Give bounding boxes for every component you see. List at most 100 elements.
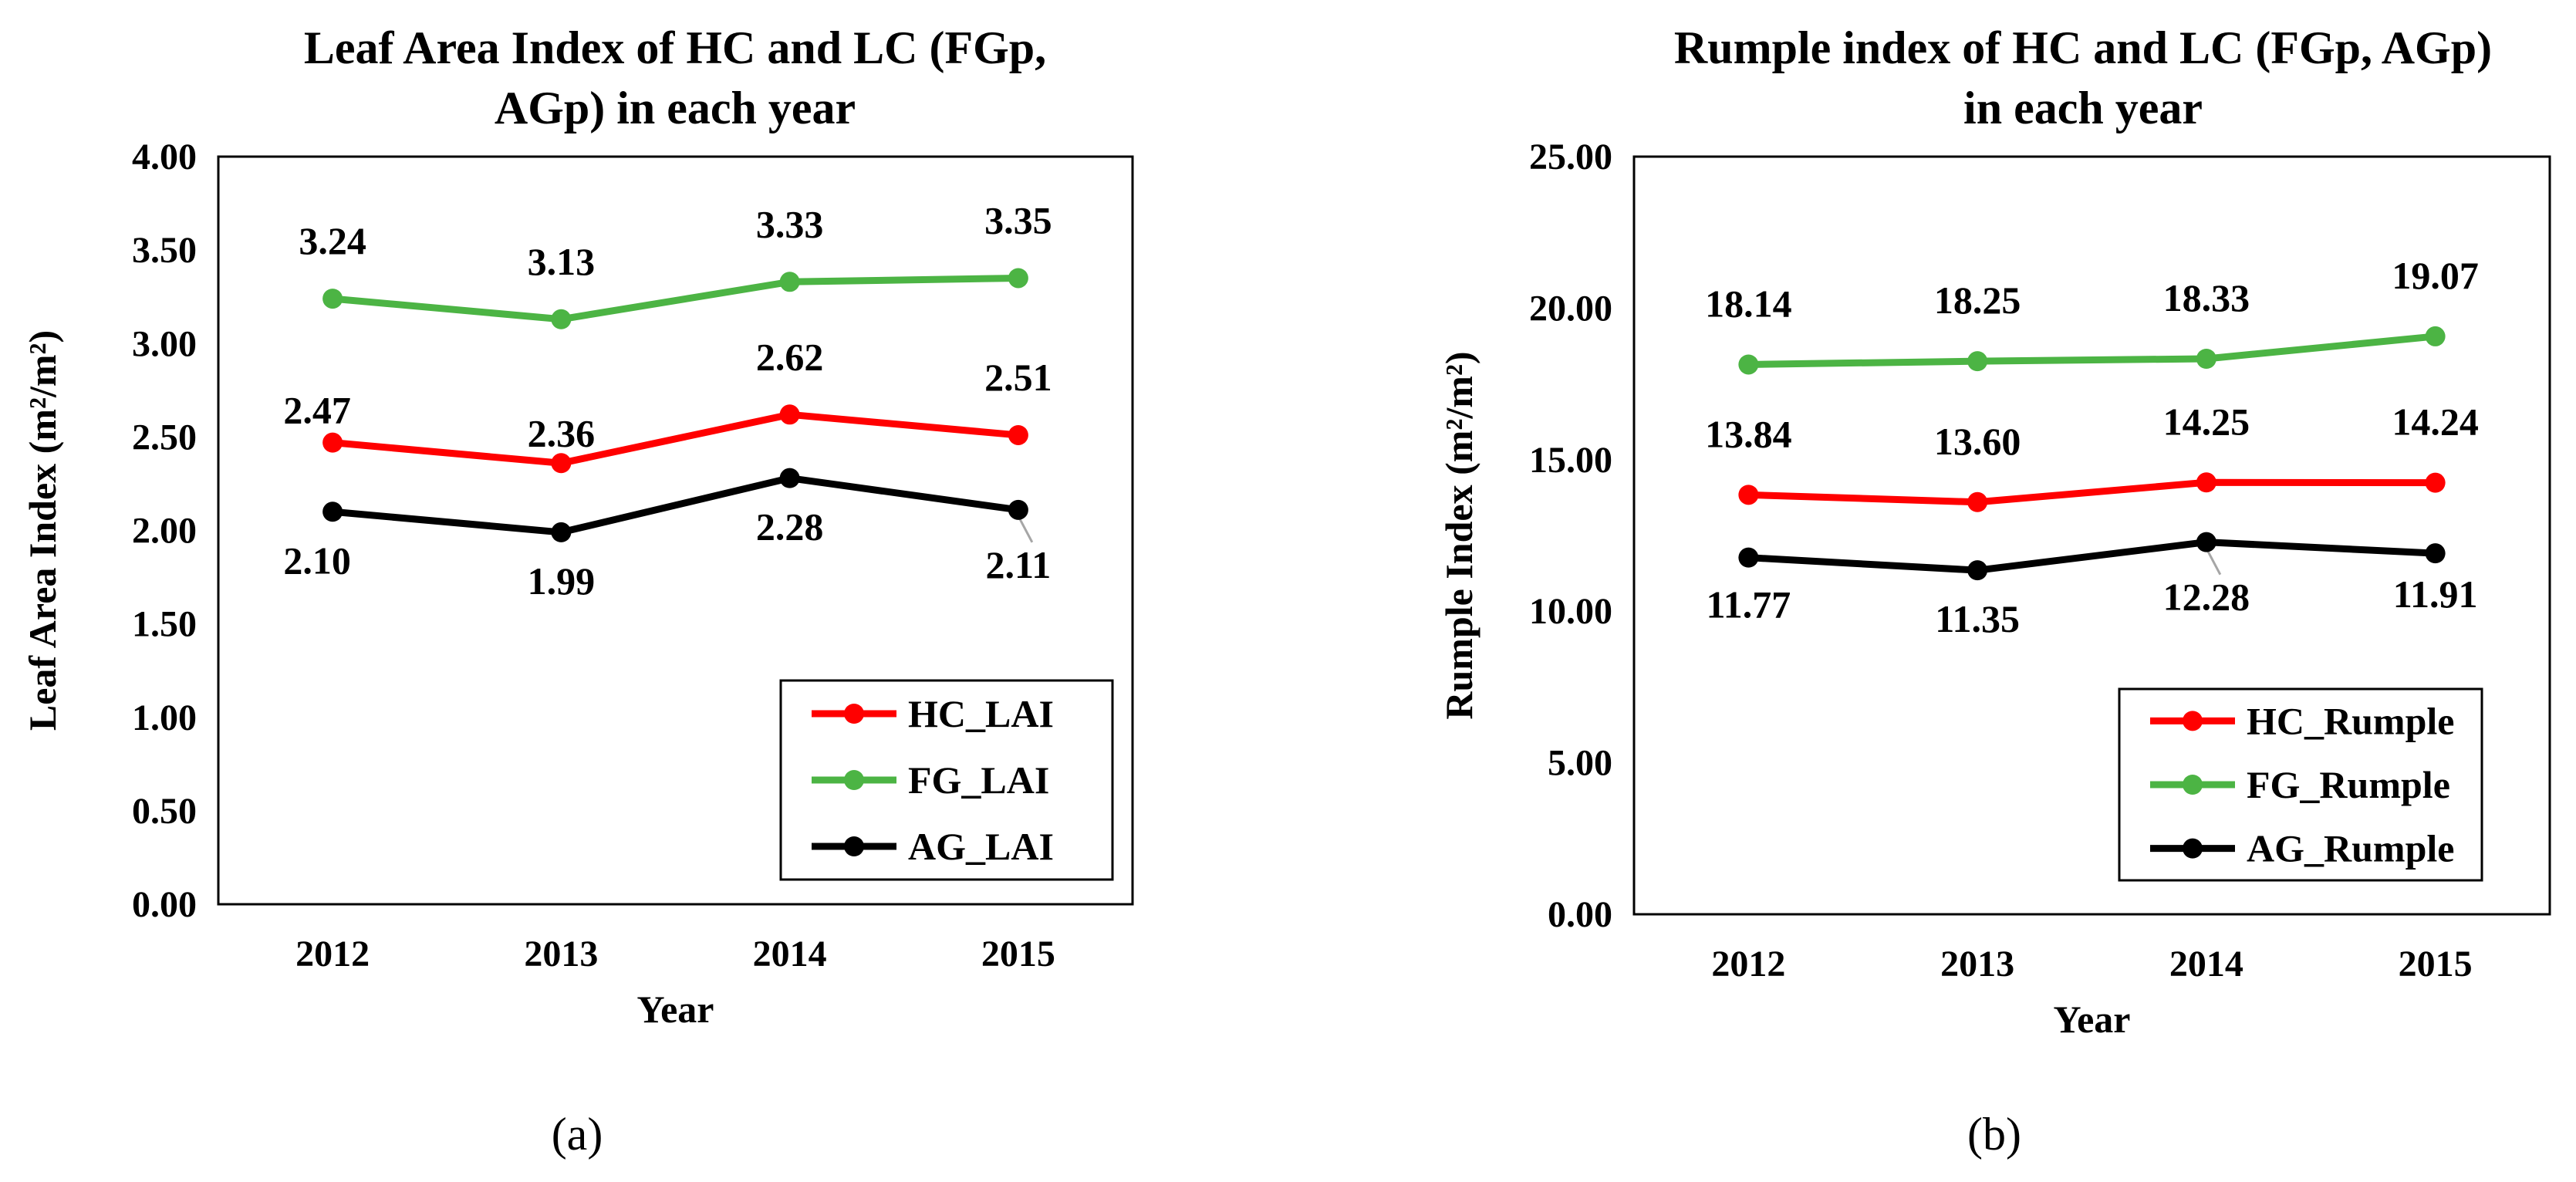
y-tick-label: 3.00: [132, 323, 197, 364]
chart-title-line-1: Leaf Area Index of HC and LC (FGp,: [304, 22, 1046, 73]
chart-title-line-1: Rumple index of HC and LC (FGp, AGp): [1674, 22, 2492, 73]
chart-b-rumple-index: Rumple index of HC and LC (FGp, AGp) in e…: [1437, 22, 2551, 1160]
data-label-hc-rumple-2015: 14.24: [2392, 400, 2479, 444]
data-point-ag-rumple-2014: [2196, 532, 2216, 552]
data-label-hc-lai-2015: 2.51: [984, 356, 1052, 399]
legend-swatch-marker-hc-rumple: [2183, 711, 2203, 731]
chart-title-line-2: in each year: [1963, 83, 2203, 133]
y-tick-label: 0.00: [1548, 894, 1612, 935]
data-label-ag-rumple-2012: 11.77: [1707, 583, 1791, 626]
legend-label-hc-lai: HC_LAI: [908, 692, 1054, 735]
data-label-hc-rumple-2013: 13.60: [1934, 420, 2021, 463]
chart-title-line-2: AGp) in each year: [495, 83, 856, 133]
y-tick-label: 15.00: [1529, 440, 1612, 481]
data-point-fg-rumple-2014: [2196, 348, 2216, 369]
data-point-fg-lai-2013: [551, 309, 572, 329]
data-label-ag-rumple-2015: 11.91: [2393, 572, 2478, 616]
data-point-hc-rumple-2013: [1967, 491, 1988, 512]
data-label-ag-lai-2015: 2.11: [986, 543, 1052, 586]
y-tick-label: 0.00: [132, 884, 197, 925]
plot-area-border: [1632, 155, 2551, 916]
y-axis-label: Rumple Index (m²/m²): [1437, 351, 1480, 719]
y-tick-label: 20.00: [1529, 288, 1612, 329]
x-tick-label-2013: 2013: [524, 934, 598, 974]
legend: HC_LAI FG_LAI AG_LAI: [779, 679, 1114, 881]
data-label-leader-line: [2205, 547, 2222, 576]
x-axis-label: Year: [2054, 998, 2131, 1041]
series-line-fg-rumple: [1748, 333, 2436, 368]
data-point-fg-rumple-2013: [1967, 351, 1988, 372]
data-point-ag-lai-2014: [779, 468, 800, 488]
legend: HC_Rumple FG_Rumple AG_Rumple: [2118, 687, 2483, 882]
legend-swatch-marker-ag-lai: [844, 836, 864, 856]
data-label-hc-rumple-2014: 14.25: [2163, 400, 2250, 443]
x-tick-label-2015: 2015: [2399, 944, 2473, 984]
data-label-fg-lai-2012: 3.24: [299, 219, 366, 262]
data-label-leader-line: [1017, 515, 1034, 543]
data-point-fg-lai-2015: [1008, 268, 1028, 289]
legend-swatch-marker-fg-lai: [844, 770, 864, 790]
data-point-hc-lai-2014: [779, 404, 800, 425]
data-point-fg-rumple-2015: [2425, 326, 2446, 346]
legend-label-ag-lai: AG_LAI: [908, 825, 1054, 868]
data-point-ag-rumple-2013: [1967, 560, 1988, 581]
y-tick-label: 3.50: [132, 230, 197, 271]
x-tick-label-2015: 2015: [981, 934, 1055, 974]
data-label-ag-rumple-2013: 11.35: [1935, 597, 2020, 640]
data-point-fg-rumple-2012: [1738, 354, 1759, 375]
data-label-ag-rumple-2014: 12.28: [2163, 576, 2250, 619]
x-tick-label-2012: 2012: [1711, 944, 1785, 984]
data-point-hc-rumple-2015: [2425, 472, 2446, 493]
legend-label-fg-rumple: FG_Rumple: [2247, 763, 2450, 806]
data-point-hc-lai-2013: [551, 453, 572, 474]
subfigure-caption: (b): [1967, 1109, 2021, 1160]
data-label-fg-lai-2015: 3.35: [984, 198, 1052, 241]
data-label-hc-lai-2012: 2.47: [283, 389, 351, 432]
data-label-hc-lai-2013: 2.36: [528, 411, 596, 454]
series-line-ag-rumple: [1748, 539, 2436, 574]
y-tick-label: 2.50: [132, 417, 197, 458]
y-tick-label: 25.00: [1529, 137, 1612, 177]
data-point-hc-lai-2012: [322, 432, 343, 453]
y-tick-label: 1.00: [132, 697, 197, 738]
data-label-fg-lai-2013: 3.13: [528, 240, 596, 283]
x-tick-label-2014: 2014: [2169, 944, 2243, 984]
data-point-ag-lai-2013: [551, 522, 572, 542]
data-label-fg-lai-2014: 3.33: [756, 202, 824, 245]
data-label-fg-rumple-2012: 18.14: [1705, 282, 1792, 325]
data-label-fg-rumple-2015: 19.07: [2392, 254, 2479, 297]
legend-swatch-marker-hc-lai: [844, 704, 864, 724]
data-point-ag-lai-2015: [1008, 499, 1028, 520]
data-label-ag-lai-2012: 2.10: [283, 539, 351, 582]
data-point-ag-rumple-2015: [2425, 543, 2446, 564]
plot-area-border: [217, 155, 1134, 906]
legend-label-hc-rumple: HC_Rumple: [2247, 699, 2454, 742]
data-label-fg-rumple-2014: 18.33: [2163, 276, 2250, 319]
x-tick-label-2012: 2012: [295, 934, 370, 974]
series-line-hc-rumple: [1748, 478, 2436, 506]
x-tick-label-2013: 2013: [1940, 944, 2014, 984]
chart-a-leaf-area-index: Leaf Area Index of HC and LC (FGp, AGp) i…: [21, 22, 1134, 1160]
data-label-hc-lai-2014: 2.62: [756, 335, 824, 378]
data-point-hc-rumple-2014: [2196, 472, 2216, 493]
data-point-hc-rumple-2012: [1738, 485, 1759, 505]
legend-label-ag-rumple: AG_Rumple: [2247, 827, 2454, 870]
data-point-ag-rumple-2012: [1738, 547, 1759, 568]
legend-swatch-marker-fg-rumple: [2183, 775, 2203, 795]
x-tick-label-2014: 2014: [753, 934, 827, 974]
data-point-hc-lai-2015: [1008, 424, 1028, 445]
data-label-ag-lai-2014: 2.28: [756, 505, 824, 549]
y-tick-label: 4.00: [132, 137, 197, 177]
legend-label-fg-lai: FG_LAI: [908, 758, 1049, 802]
y-axis-label: Leaf Area Index (m²/m²): [21, 330, 64, 731]
series-line-fg-lai: [332, 274, 1018, 323]
data-point-ag-lai-2012: [322, 502, 343, 522]
data-point-fg-lai-2012: [322, 289, 343, 309]
data-label-hc-rumple-2012: 13.84: [1705, 412, 1792, 455]
series-line-ag-lai: [332, 474, 1019, 536]
data-label-ag-lai-2013: 1.99: [528, 559, 596, 603]
legend-swatch-marker-ag-rumple: [2183, 838, 2203, 859]
series-line-hc-lai: [332, 410, 1019, 467]
y-tick-label: 0.50: [132, 791, 197, 832]
